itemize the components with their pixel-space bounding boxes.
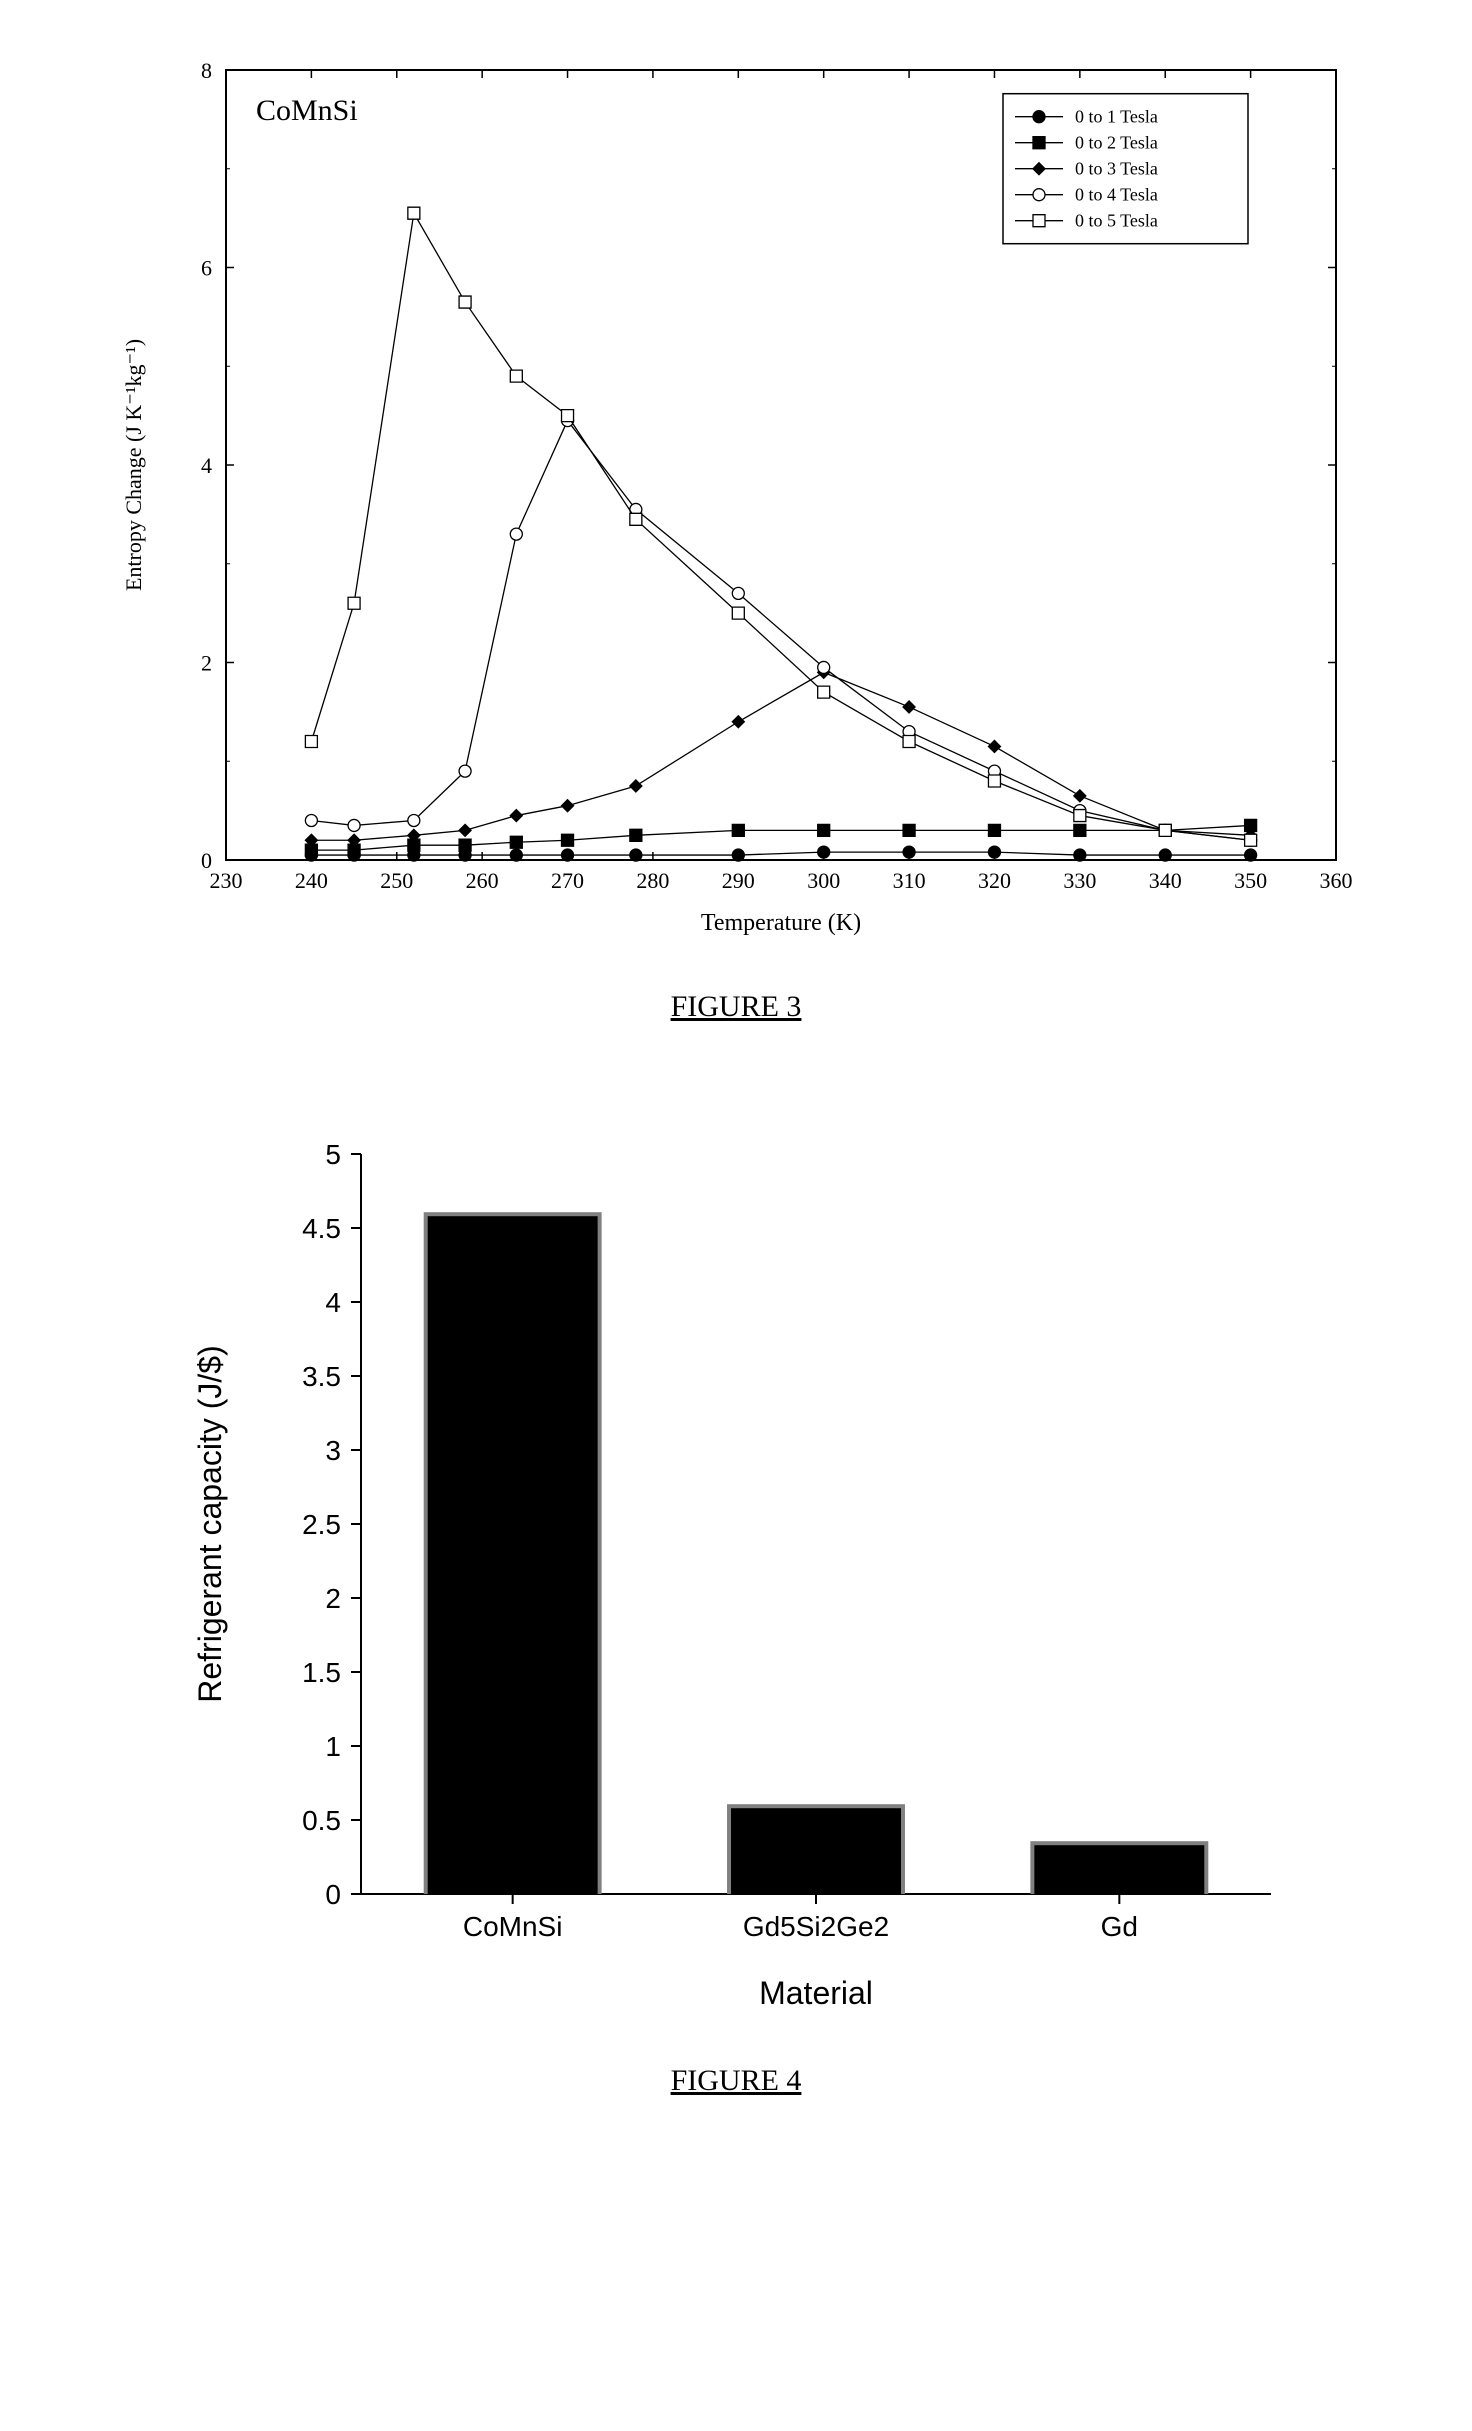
svg-text:0 to 5 Tesla: 0 to 5 Tesla <box>1075 211 1158 231</box>
svg-text:5: 5 <box>325 1139 341 1170</box>
svg-text:310: 310 <box>893 868 926 893</box>
svg-text:6: 6 <box>201 256 212 281</box>
svg-text:290: 290 <box>722 868 755 893</box>
svg-text:320: 320 <box>978 868 1011 893</box>
svg-text:0: 0 <box>201 848 212 873</box>
figure-4-chart: 0 0.5 1 1.5 2 2.5 3 3.5 4 4.5 5 CoMnSi Gd5Si2Ge2 Gd Ma… <box>161 1114 1311 2034</box>
svg-text:2: 2 <box>201 651 212 676</box>
svg-text:350: 350 <box>1234 868 1267 893</box>
svg-text:0 to 1 Tesla: 0 to 1 Tesla <box>1075 107 1158 127</box>
svg-text:Gd5Si2Ge2: Gd5Si2Ge2 <box>743 1911 889 1942</box>
figure-3-block: 2302402502602702802903003103203303403503… <box>20 40 1452 1024</box>
svg-text:8: 8 <box>201 58 212 83</box>
svg-text:0.5: 0.5 <box>302 1805 341 1836</box>
svg-text:340: 340 <box>1149 868 1182 893</box>
svg-text:240: 240 <box>295 868 328 893</box>
svg-text:260: 260 <box>466 868 499 893</box>
svg-text:Entropy Change (J K⁻¹kg⁻¹): Entropy Change (J K⁻¹kg⁻¹) <box>121 339 146 591</box>
figure-4-caption: FIGURE 4 <box>671 2064 802 2098</box>
svg-text:3: 3 <box>325 1435 341 1466</box>
svg-text:3.5: 3.5 <box>302 1361 341 1392</box>
svg-text:280: 280 <box>636 868 669 893</box>
svg-text:300: 300 <box>807 868 840 893</box>
svg-text:Temperature (K): Temperature (K) <box>701 910 861 936</box>
svg-text:0 to 4 Tesla: 0 to 4 Tesla <box>1075 185 1158 205</box>
figure-3-caption: FIGURE 3 <box>671 990 802 1024</box>
svg-text:230: 230 <box>210 868 243 893</box>
svg-text:2.5: 2.5 <box>302 1509 341 1540</box>
svg-text:Material: Material <box>759 1975 873 2011</box>
svg-text:4: 4 <box>201 453 212 478</box>
svg-text:330: 330 <box>1063 868 1096 893</box>
svg-text:2: 2 <box>325 1583 341 1614</box>
svg-text:250: 250 <box>380 868 413 893</box>
svg-text:4: 4 <box>325 1287 341 1318</box>
svg-text:1.5: 1.5 <box>302 1657 341 1688</box>
figure-4-block: 0 0.5 1 1.5 2 2.5 3 3.5 4 4.5 5 CoMnSi Gd5Si2Ge2 Gd Ma… <box>20 1114 1452 2098</box>
svg-text:0: 0 <box>325 1879 341 1910</box>
svg-text:Gd: Gd <box>1101 1911 1138 1942</box>
svg-text:CoMnSi: CoMnSi <box>463 1911 563 1942</box>
figure-3-chart: 2302402502602702802903003103203303403503… <box>96 40 1376 960</box>
svg-text:0 to 3 Tesla: 0 to 3 Tesla <box>1075 159 1158 179</box>
svg-text:1: 1 <box>325 1731 341 1762</box>
svg-text:Refrigerant capacity (J/$): Refrigerant capacity (J/$) <box>192 1345 228 1702</box>
svg-text:360: 360 <box>1320 868 1353 893</box>
svg-text:CoMnSi: CoMnSi <box>256 94 358 127</box>
svg-text:270: 270 <box>551 868 584 893</box>
svg-text:0 to 2 Tesla: 0 to 2 Tesla <box>1075 133 1158 153</box>
svg-text:4.5: 4.5 <box>302 1213 341 1244</box>
